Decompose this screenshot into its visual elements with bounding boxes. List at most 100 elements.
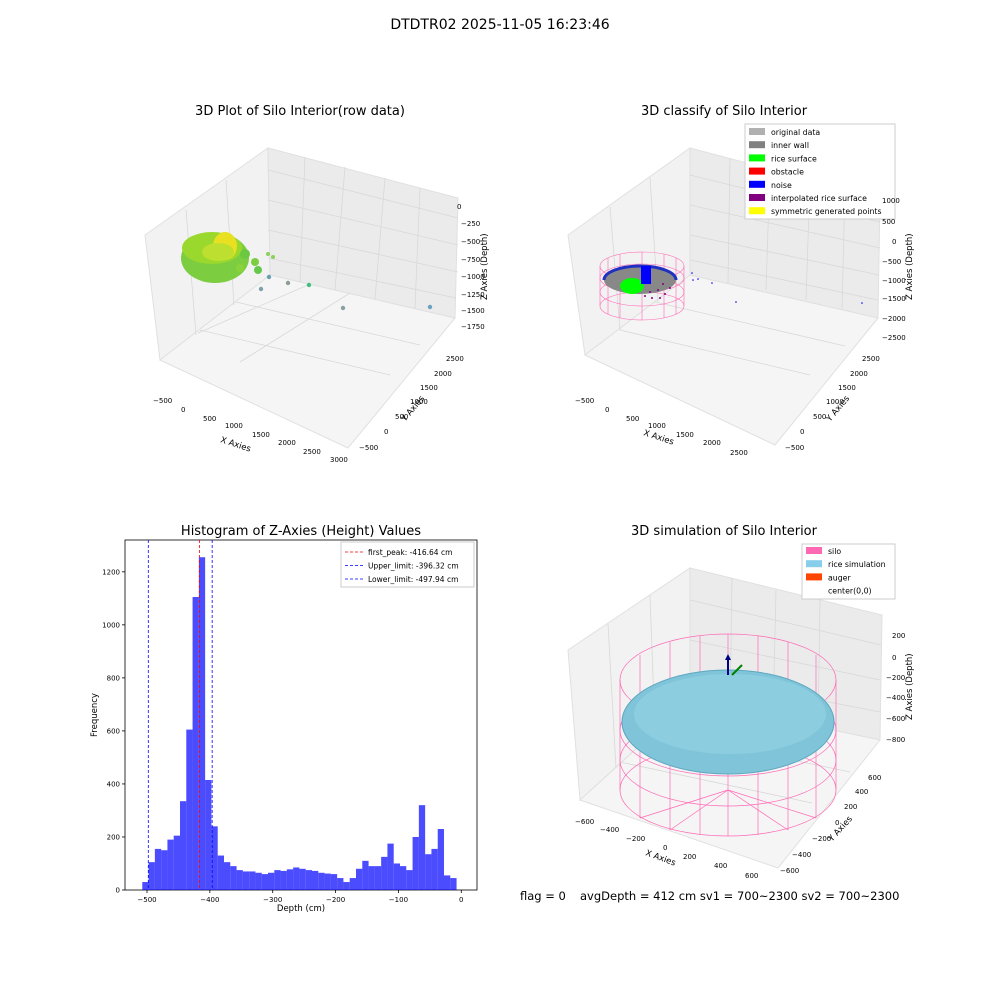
legend-swatch — [749, 207, 765, 215]
raw-z-tick: −500 — [461, 238, 480, 246]
classify-legend — [744, 123, 896, 220]
legend-label: rice simulation — [828, 560, 886, 569]
simulation-y-tick: 400 — [855, 788, 868, 796]
raw-x-tick: 1500 — [252, 431, 270, 439]
raw-panel-title: 3D Plot of Silo Interior(row data) — [195, 104, 405, 119]
histogram-bar — [293, 867, 300, 890]
legend-label: obstacle — [771, 168, 804, 177]
histogram-y-label: Frequency — [90, 693, 100, 737]
histogram-bar — [230, 866, 237, 890]
raw-z-label: Z Axies (Depth) — [480, 233, 490, 300]
simulation-legend — [801, 543, 896, 600]
histogram-y-tick-label: 0 — [116, 887, 120, 895]
histogram-bar — [330, 874, 338, 890]
histogram-bar — [261, 874, 268, 890]
simulation-panel-title: 3D simulation of Silo Interior — [631, 524, 817, 539]
histogram-bar — [167, 839, 174, 890]
simulation-x-label: X Axies — [644, 848, 677, 868]
histogram-legend-label: Lower_limit: -497.94 cm — [368, 575, 458, 584]
histogram-bar — [318, 872, 325, 890]
histogram-bar — [236, 870, 243, 890]
legend-label: interpolated rice surface — [771, 194, 867, 203]
histogram-bar — [374, 866, 382, 890]
histogram-bar — [192, 597, 199, 890]
histogram-bar — [387, 843, 394, 890]
raw-z-tick: −1750 — [461, 323, 485, 331]
legend-label: auger — [828, 573, 851, 582]
histogram-y-tick-label: 1200 — [102, 568, 120, 576]
classify-z-tick: −1000 — [882, 277, 906, 285]
raw-z-tick: −250 — [461, 220, 480, 228]
raw-z-tick: −1000 — [461, 273, 485, 281]
histogram-x-tick-label: −200 — [326, 896, 345, 904]
histogram-bar — [173, 835, 180, 890]
histogram-bar — [412, 836, 419, 890]
classify-x-tick: −500 — [575, 397, 594, 405]
histogram-bar — [180, 801, 187, 890]
simulation-z-tick: 200 — [892, 632, 905, 640]
legend-label: original data — [771, 128, 820, 137]
histogram-bar — [437, 829, 444, 890]
simulation-x-tick: 600 — [745, 872, 758, 880]
legend-swatch — [749, 128, 765, 135]
raw-y-tick: −500 — [359, 444, 378, 452]
simulation-y-tick: −400 — [792, 851, 811, 859]
simulation-x-tick: 200 — [683, 853, 696, 861]
raw-z-tick: −1250 — [461, 291, 485, 299]
histogram-y-tick-label: 400 — [107, 780, 120, 788]
raw-x-tick: 1000 — [225, 422, 243, 430]
classify-x-tick: 2000 — [703, 439, 721, 447]
simulation-z-tick: 0 — [892, 654, 896, 662]
histogram-bar — [312, 870, 319, 890]
simulation-y-tick: 600 — [868, 774, 881, 782]
histogram-bar — [148, 862, 155, 890]
legend-swatch — [749, 180, 765, 188]
histogram-x-tick-label: −400 — [200, 896, 219, 904]
histogram-bar — [425, 854, 432, 890]
classify-z-tick: −1500 — [882, 295, 906, 303]
classify-z-tick: −500 — [882, 258, 901, 266]
histogram-y-tick-label: 1000 — [102, 621, 120, 629]
raw-y-tick: 1000 — [410, 398, 428, 406]
histogram-bar — [186, 729, 193, 890]
raw-z-tick: 0 — [457, 203, 461, 211]
simulation-y-tick: −200 — [812, 835, 831, 843]
simulation-y-tick: −600 — [780, 867, 799, 875]
histogram-bar — [205, 779, 212, 890]
histogram-x-tick-label: −100 — [389, 896, 408, 904]
simulation-x-tick: 0 — [663, 844, 667, 852]
raw-y-tick: 0 — [384, 428, 388, 436]
simulation-x-tick: −200 — [626, 835, 645, 843]
histogram-bar — [381, 856, 388, 890]
simulation-3d-axes: silo rice simulation auger center(0,0) −600… — [567, 543, 915, 880]
histogram-bar — [274, 870, 281, 890]
raw-y-tick: 500 — [395, 413, 408, 421]
histogram-bar — [431, 848, 438, 890]
flag-text: flag = 0 — [520, 889, 566, 903]
classify-z-tick: 500 — [882, 218, 895, 226]
classify-z-tick: 1000 — [882, 197, 900, 205]
classify-y-tick: 1000 — [826, 398, 844, 406]
raw-y-tick: 2000 — [434, 370, 452, 378]
simulation-y-tick: 0 — [835, 819, 839, 827]
histogram-x-tick-label: 0 — [459, 896, 463, 904]
histogram-x-tick-label: −300 — [263, 896, 282, 904]
histogram-bar — [349, 878, 356, 890]
histogram-bar — [154, 848, 162, 890]
classify-z-tick: −2000 — [882, 315, 906, 323]
histogram-bar — [142, 882, 149, 890]
classify-y-tick: 1500 — [838, 384, 856, 392]
histogram-y-tick-label: 200 — [107, 833, 120, 841]
simulation-y-label: Y Axies — [826, 814, 855, 845]
raw-y-tick: 2500 — [446, 355, 464, 363]
legend-swatch — [749, 194, 765, 201]
classify-x-label: X Axies — [642, 428, 675, 447]
histogram-x-label: Depth (cm) — [277, 904, 325, 914]
raw-x-tick: 500 — [203, 415, 216, 423]
histogram-bar — [337, 878, 344, 890]
classify-y-tick: −500 — [785, 444, 804, 452]
histogram-bar — [299, 868, 306, 890]
histogram-bar — [268, 872, 275, 890]
raw-y-tick: 1500 — [420, 384, 438, 392]
classify-x-tick: 0 — [605, 406, 609, 414]
